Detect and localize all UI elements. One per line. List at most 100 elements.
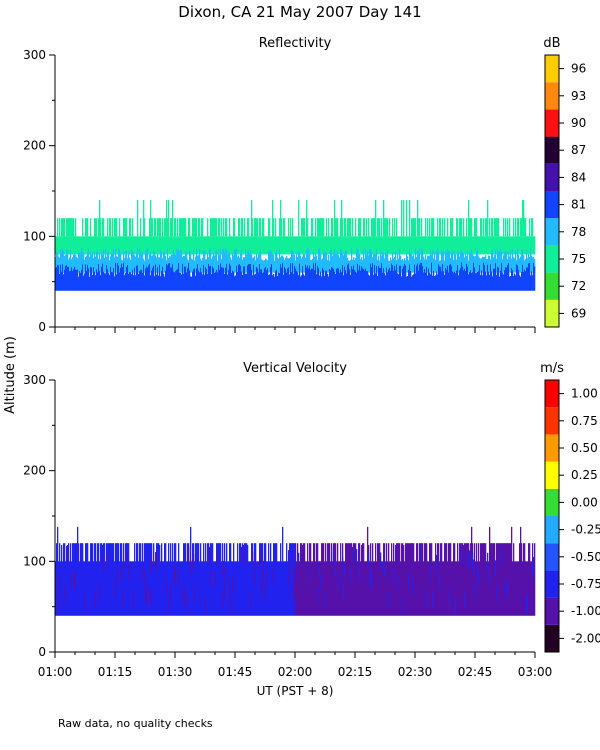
echo-column	[395, 251, 397, 273]
colorbar-label: 0.50	[571, 441, 598, 455]
echo-column	[126, 250, 128, 273]
echo-column	[341, 272, 343, 291]
echo-column	[175, 271, 177, 291]
echo-column	[240, 253, 242, 273]
echo-column	[134, 236, 136, 255]
echo-column	[468, 260, 470, 273]
echo-streak	[145, 585, 147, 602]
echo-column	[196, 218, 198, 237]
echo-column	[344, 266, 346, 291]
echo-column	[102, 263, 104, 291]
echo-column	[404, 236, 406, 255]
echo-column	[312, 561, 314, 616]
echo-column	[420, 543, 422, 616]
echo-column	[515, 275, 517, 291]
echo-column	[200, 236, 202, 255]
echo-column	[453, 272, 455, 291]
echo-column	[126, 266, 128, 291]
echo-column	[275, 236, 277, 255]
colorbar-label: 0.75	[571, 414, 598, 428]
echo-streak	[292, 581, 294, 598]
colorbar-swatch	[545, 488, 559, 516]
echo-column	[165, 236, 167, 255]
echo-column	[283, 257, 285, 273]
echo-column	[495, 561, 497, 616]
echo-column	[452, 236, 454, 255]
echo-streak	[317, 586, 319, 604]
echo-column	[451, 266, 453, 291]
echo-column	[170, 543, 172, 616]
velocity-x-axis: 01:00 01:15 01:30 01:45 02:00 02:15 02:30 02:45…	[38, 652, 552, 679]
echo-column	[351, 248, 353, 273]
echo-column	[431, 236, 433, 255]
echo-column	[277, 561, 279, 616]
echo-column	[84, 561, 86, 616]
echo-column	[368, 255, 370, 273]
echo-column	[398, 258, 400, 273]
echo-column	[358, 251, 360, 273]
echo-column	[510, 236, 512, 255]
echo-column	[151, 218, 153, 237]
echo-column	[120, 253, 122, 273]
echo-column	[214, 255, 216, 273]
echo-column	[268, 274, 270, 291]
echo-column	[113, 248, 115, 273]
echo-column	[429, 272, 431, 291]
echo-column	[485, 271, 487, 291]
echo-column	[375, 200, 377, 237]
echo-column	[406, 236, 408, 255]
echo-column	[455, 273, 457, 291]
echo-column	[339, 257, 341, 273]
echo-streak	[455, 598, 457, 615]
echo-column	[248, 218, 250, 237]
echo-column	[213, 561, 215, 616]
echo-column	[482, 256, 484, 273]
echo-column	[525, 271, 527, 291]
echo-streak	[352, 546, 354, 564]
echo-column	[368, 218, 370, 237]
echo-column	[470, 218, 472, 237]
echo-column	[332, 561, 334, 616]
echo-column	[91, 254, 93, 273]
echo-column	[327, 236, 329, 255]
echo-column	[417, 200, 419, 237]
echo-streak	[383, 556, 385, 574]
echo-column	[207, 273, 209, 291]
echo-column	[256, 267, 258, 291]
echo-column	[465, 236, 467, 255]
colorbar-swatch	[545, 245, 559, 273]
echo-column	[100, 236, 102, 255]
echo-column	[238, 236, 240, 255]
echo-column	[507, 236, 509, 255]
echo-column	[410, 236, 412, 255]
echo-column	[268, 251, 270, 273]
echo-column	[137, 236, 139, 255]
echo-column	[371, 267, 373, 291]
echo-column	[244, 236, 246, 255]
echo-column	[419, 543, 421, 616]
echo-column	[503, 218, 505, 237]
echo-column	[233, 543, 235, 616]
echo-column	[175, 254, 177, 273]
echo-column	[275, 543, 277, 616]
echo-column	[149, 263, 151, 291]
echo-column	[175, 236, 177, 255]
echo-column	[489, 218, 491, 237]
echo-column	[81, 236, 83, 255]
echo-column	[154, 218, 156, 237]
echo-column	[520, 526, 522, 616]
echo-column	[79, 236, 81, 255]
echo-column	[306, 267, 308, 291]
echo-column	[130, 218, 132, 237]
echo-column	[172, 200, 174, 237]
echo-column	[92, 543, 94, 616]
echo-column	[423, 236, 425, 255]
echo-column	[165, 270, 167, 291]
echo-column	[304, 275, 306, 291]
echo-column	[66, 249, 68, 273]
echo-column	[81, 543, 83, 616]
echo-column	[495, 263, 497, 291]
echo-column	[81, 269, 83, 291]
echo-column	[526, 267, 528, 291]
